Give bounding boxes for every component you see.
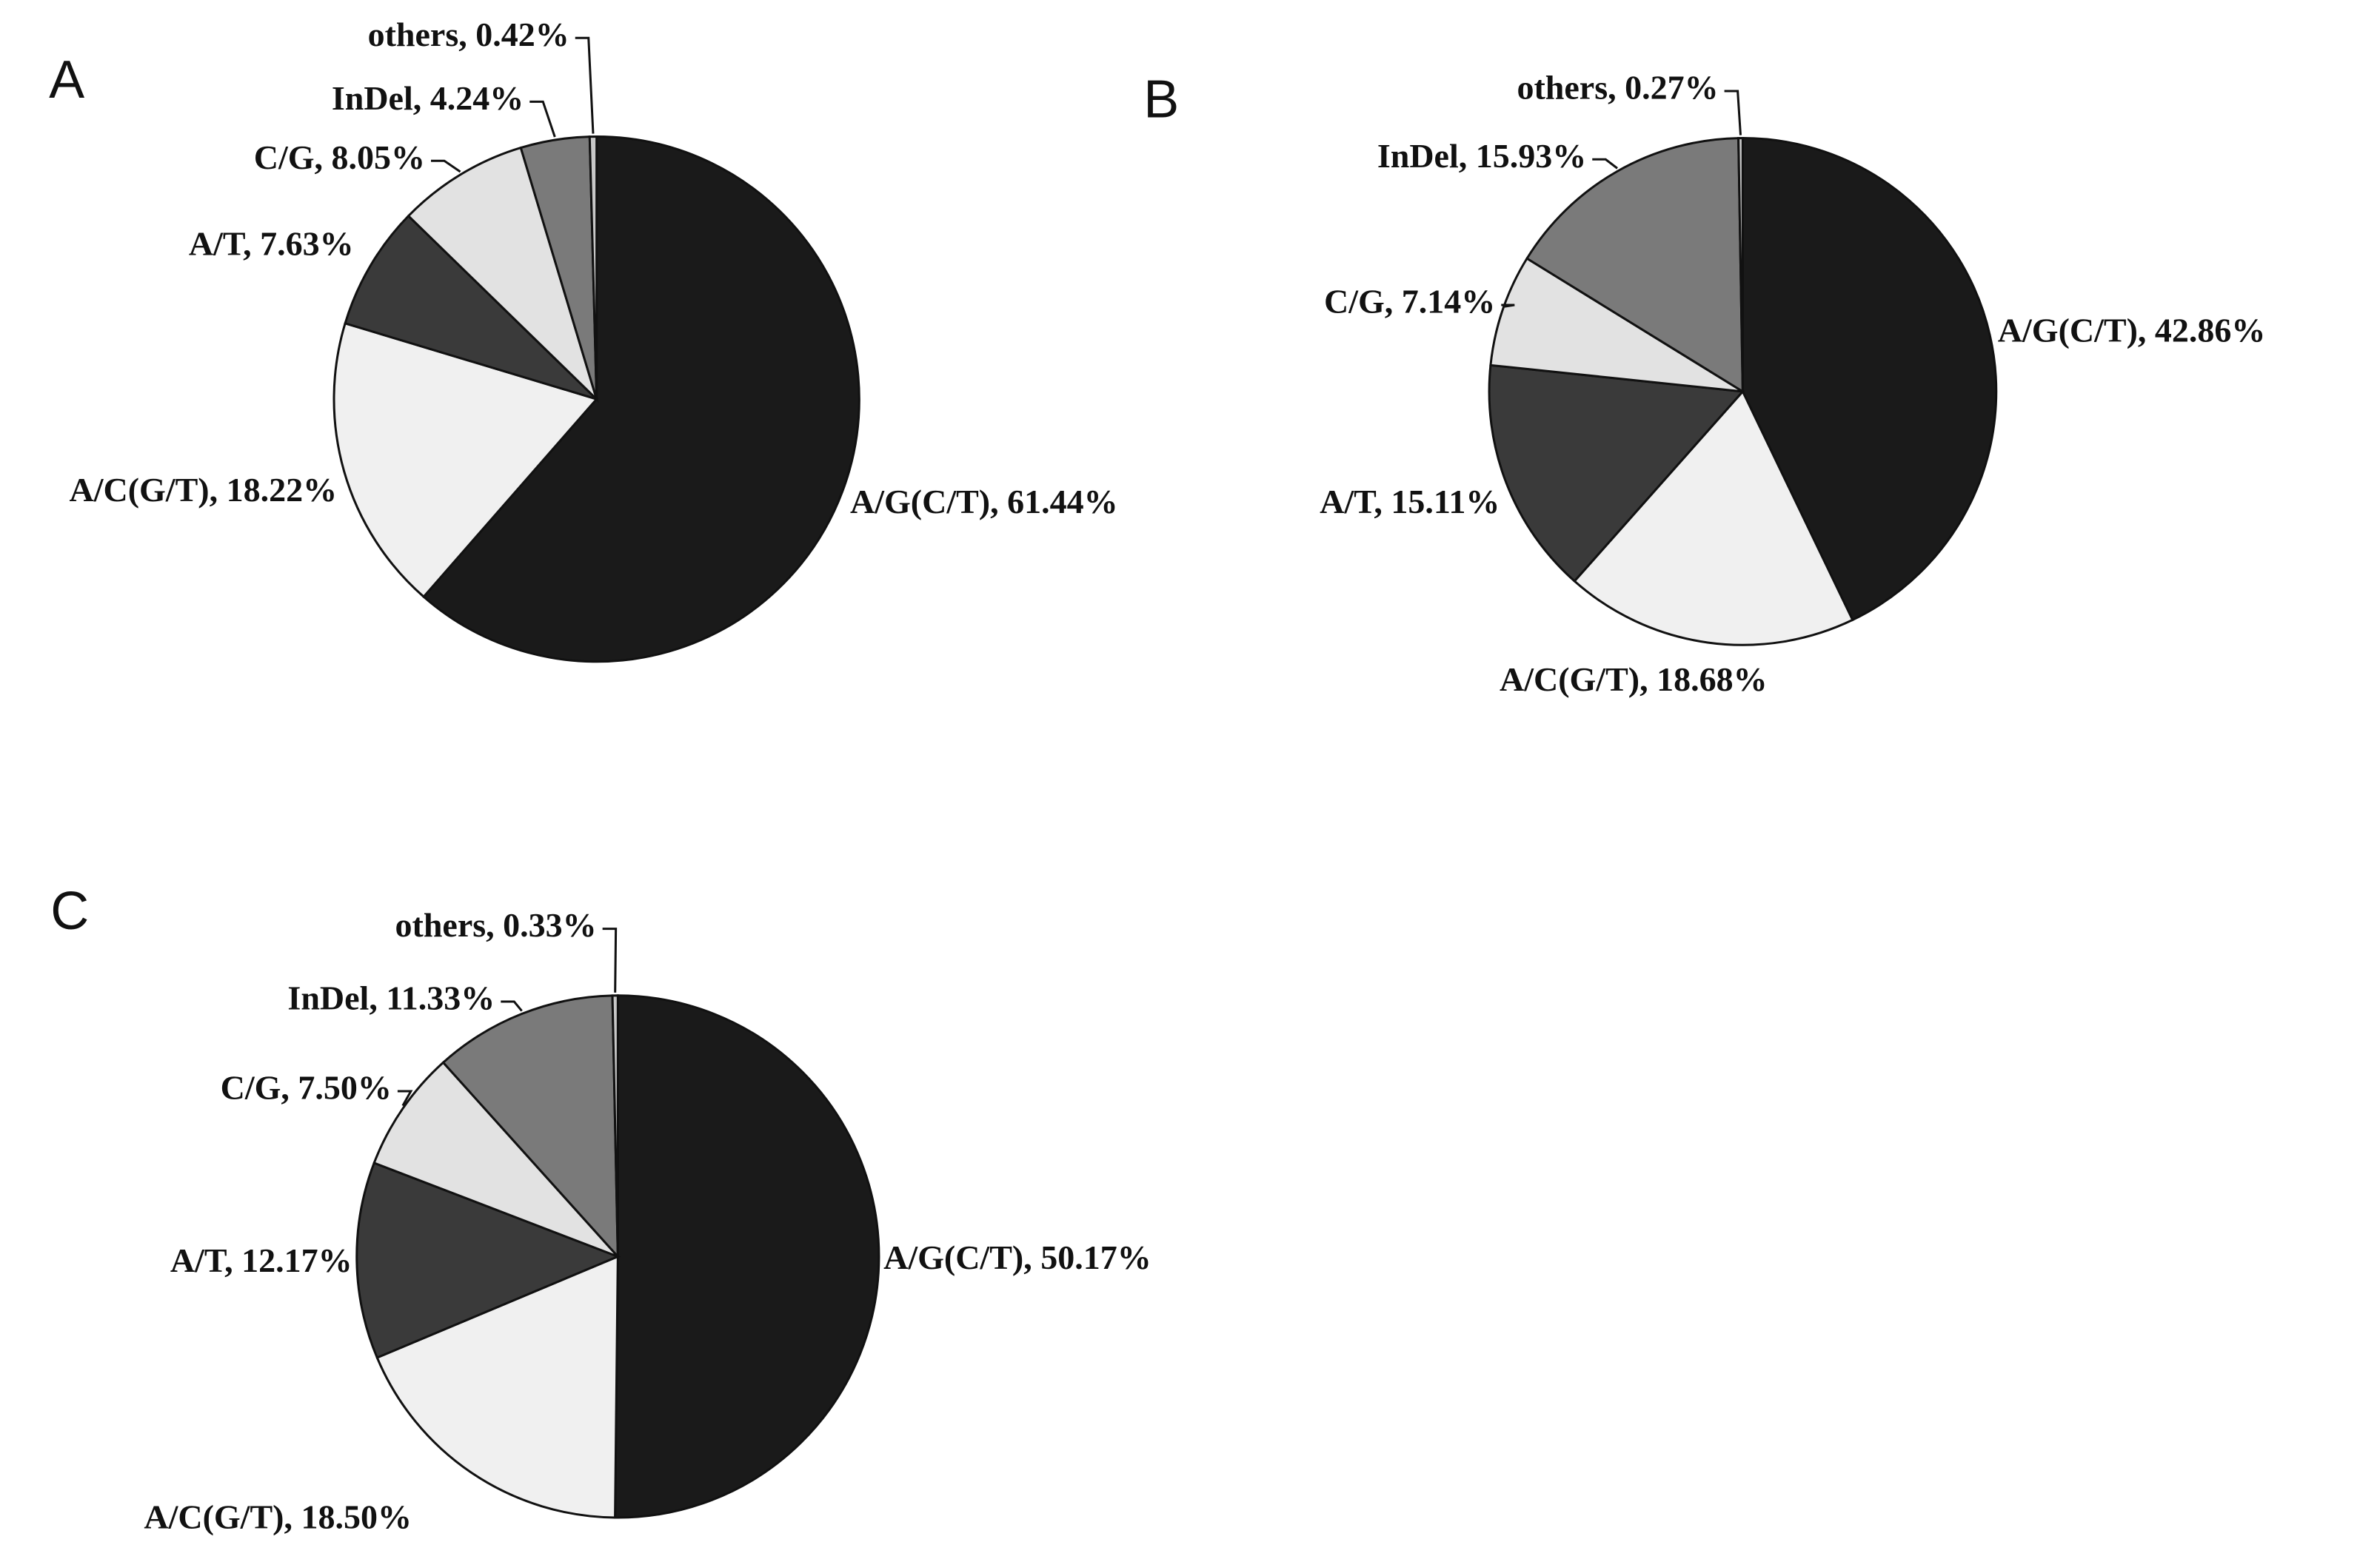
leader-line: [575, 36, 595, 134]
pie-slice: [1489, 257, 1744, 393]
slice-label: C/G, 7.14%: [1324, 283, 1495, 321]
pie-slice: [407, 146, 599, 403]
slice-label: A/T, 12.17%: [170, 1241, 352, 1279]
slice-label: InDel, 15.93%: [1377, 137, 1586, 175]
pie-slice: [441, 994, 619, 1260]
slice-label: C/G, 8.05%: [254, 138, 425, 176]
slice-label: A/C(G/T), 18.22%: [69, 471, 337, 509]
pie-slice: [588, 135, 598, 400]
leader-line: [1501, 304, 1515, 308]
slice-label: A/C(G/T), 18.50%: [144, 1498, 412, 1536]
pie-slice: [332, 321, 599, 599]
pie-slice: [422, 135, 860, 663]
leader-line: [431, 159, 461, 173]
pie-slice: [344, 214, 598, 400]
slice-label: InDel, 4.24%: [332, 79, 524, 117]
slice-label: C/G, 7.50%: [221, 1069, 392, 1107]
slice-label: others, 0.42%: [368, 16, 569, 53]
slice-label: A/T, 15.11%: [1320, 483, 1500, 520]
pie-slice: [1573, 389, 1854, 646]
slice-label: A/G(C/T), 42.86%: [1998, 312, 2266, 349]
leader-line: [397, 1090, 413, 1107]
slice-label: others, 0.27%: [1517, 69, 1718, 107]
leader-line: [501, 1000, 523, 1012]
pie-slice: [375, 1255, 619, 1519]
pie-slice: [1737, 137, 1744, 392]
pie-slice: [372, 1061, 619, 1258]
slice-label: A/G(C/T), 61.44%: [850, 483, 1118, 520]
leader-line: [529, 100, 556, 138]
pie-slice: [1525, 137, 1744, 394]
panel-label: B: [1143, 70, 1179, 129]
pie-slice: [1741, 137, 1998, 622]
pie-slice: [614, 994, 880, 1519]
panel-label: C: [50, 882, 89, 941]
pie-slice: [355, 1161, 621, 1359]
slice-label: InDel, 11.33%: [287, 979, 495, 1017]
slice-label: others, 0.33%: [395, 906, 597, 944]
panel-label: A: [49, 50, 84, 110]
pie-slice: [611, 994, 619, 1257]
slice-label: A/C(G/T), 18.68%: [1500, 660, 1768, 698]
leader-line: [1724, 90, 1742, 135]
leader-line: [602, 928, 618, 993]
leader-line: [1592, 158, 1618, 170]
slice-label: A/G(C/T), 50.17%: [883, 1238, 1151, 1276]
slice-label: A/T, 7.63%: [189, 225, 354, 263]
pie-slice: [1488, 363, 1745, 583]
